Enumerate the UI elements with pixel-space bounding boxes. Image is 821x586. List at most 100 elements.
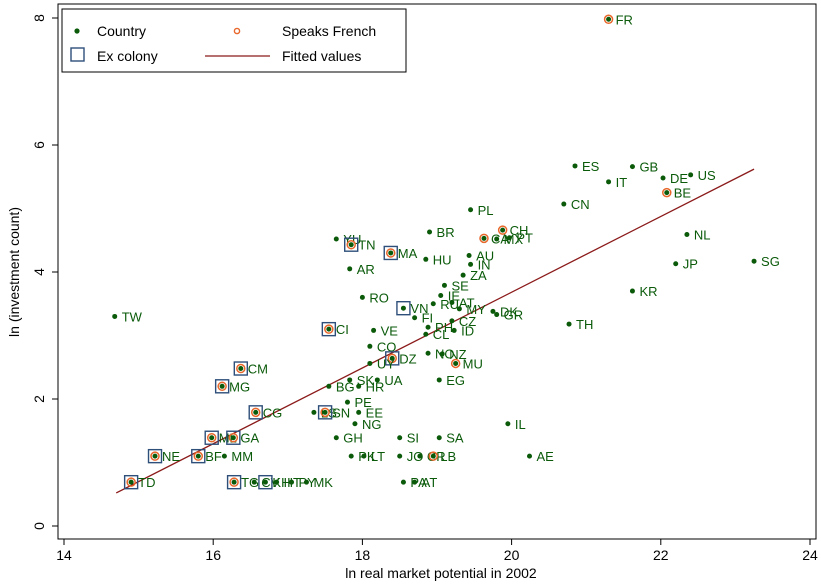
country-point <box>152 453 158 459</box>
country-point <box>430 453 436 459</box>
country-label: TN <box>358 238 375 253</box>
country-label: MU <box>463 356 483 371</box>
country-label: ZA <box>470 268 487 283</box>
country-label: SI <box>407 431 419 446</box>
country-label: PE <box>354 395 372 410</box>
country-label: MK <box>313 475 333 490</box>
country-label: DZ <box>399 351 416 366</box>
country-label: SK <box>357 373 375 388</box>
country-label: PH <box>435 320 453 335</box>
country-point <box>389 355 395 361</box>
x-tick-label: 14 <box>56 547 72 563</box>
country-label: GR <box>504 308 524 323</box>
country-label: EG <box>446 373 465 388</box>
country-point <box>412 479 418 485</box>
country-point <box>367 360 373 366</box>
country-label: SG <box>761 254 780 269</box>
country-point <box>347 377 353 383</box>
speaks-french-marker <box>193 451 204 461</box>
country-point <box>253 409 259 415</box>
country-label: EE <box>366 405 384 420</box>
country-label: HU <box>433 252 452 267</box>
ex-colony-marker <box>191 448 206 464</box>
country-label: CA <box>491 231 509 246</box>
country-label: NO <box>435 346 455 361</box>
country-point <box>238 366 244 372</box>
country-label: IE <box>448 288 461 303</box>
country-label: IT <box>616 175 628 190</box>
country-point <box>494 236 500 242</box>
country-label: US <box>698 168 716 183</box>
country-point <box>367 343 373 349</box>
speaks-french-marker <box>206 432 217 443</box>
country-label: NL <box>694 228 711 243</box>
country-point <box>348 453 354 459</box>
legend-country-marker <box>74 28 80 34</box>
country-point <box>412 315 418 321</box>
country-label: AT <box>422 475 438 490</box>
country-point <box>352 421 358 427</box>
country-label: SN <box>332 405 350 420</box>
country-label: CO <box>377 339 397 354</box>
country-label: GB <box>639 160 658 175</box>
country-point <box>505 421 511 427</box>
speaks-french-marker <box>387 353 397 364</box>
country-point <box>303 479 309 485</box>
country-label: KR <box>639 284 657 299</box>
country-label: SE <box>451 278 469 293</box>
country-label: FI <box>422 311 434 326</box>
country-label: ES <box>582 159 600 174</box>
speaks-french-marker <box>346 239 356 250</box>
country-label: RU <box>440 297 459 312</box>
legend-colony-label: Ex colony <box>97 48 158 64</box>
country-label: TW <box>122 309 143 324</box>
country-point <box>128 479 134 485</box>
country-point <box>660 175 666 181</box>
country-label: CN <box>571 197 590 212</box>
country-point <box>333 435 339 441</box>
country-label: IN <box>478 257 491 272</box>
country-label: AU <box>476 248 494 263</box>
country-point <box>359 294 365 300</box>
country-point <box>348 242 354 248</box>
country-point <box>629 164 635 170</box>
country-point <box>397 435 403 441</box>
legend-box <box>61 8 407 73</box>
fitted-values-line <box>115 168 755 494</box>
country-point <box>449 299 455 305</box>
country-label: TD <box>138 475 155 490</box>
country-point <box>417 453 423 459</box>
country-point <box>347 266 353 272</box>
legend-fitted-label: Fitted values <box>282 48 361 64</box>
country-point <box>423 256 429 262</box>
country-label: KH <box>272 475 290 490</box>
country-point <box>423 331 429 337</box>
country-point <box>494 312 500 318</box>
country-point <box>688 172 694 178</box>
speaks-french-marker <box>385 248 396 258</box>
country-label: DK <box>500 304 518 319</box>
country-point <box>430 301 436 307</box>
country-point <box>490 308 496 314</box>
y-tick-label: 4 <box>31 268 47 276</box>
y-tick-label: 8 <box>31 14 47 22</box>
y-tick-label: 2 <box>31 395 47 403</box>
country-point <box>230 435 236 441</box>
country-label: MM <box>231 449 253 464</box>
country-label: PL <box>478 203 494 218</box>
country-point <box>436 435 442 441</box>
country-point <box>436 377 442 383</box>
speaks-french-marker <box>324 324 334 334</box>
legend-french-marker <box>233 27 241 35</box>
country-label: JP <box>683 257 698 272</box>
speaks-french-marker <box>126 477 136 487</box>
country-point <box>673 261 679 267</box>
country-point <box>209 435 215 441</box>
country-point <box>500 227 506 233</box>
country-point <box>356 409 362 415</box>
country-point <box>439 351 445 357</box>
country-point <box>400 305 406 311</box>
country-label: PT <box>516 231 533 246</box>
ex-colony-marker <box>147 448 163 464</box>
y-axis-title: ln (investment count) <box>6 207 22 337</box>
